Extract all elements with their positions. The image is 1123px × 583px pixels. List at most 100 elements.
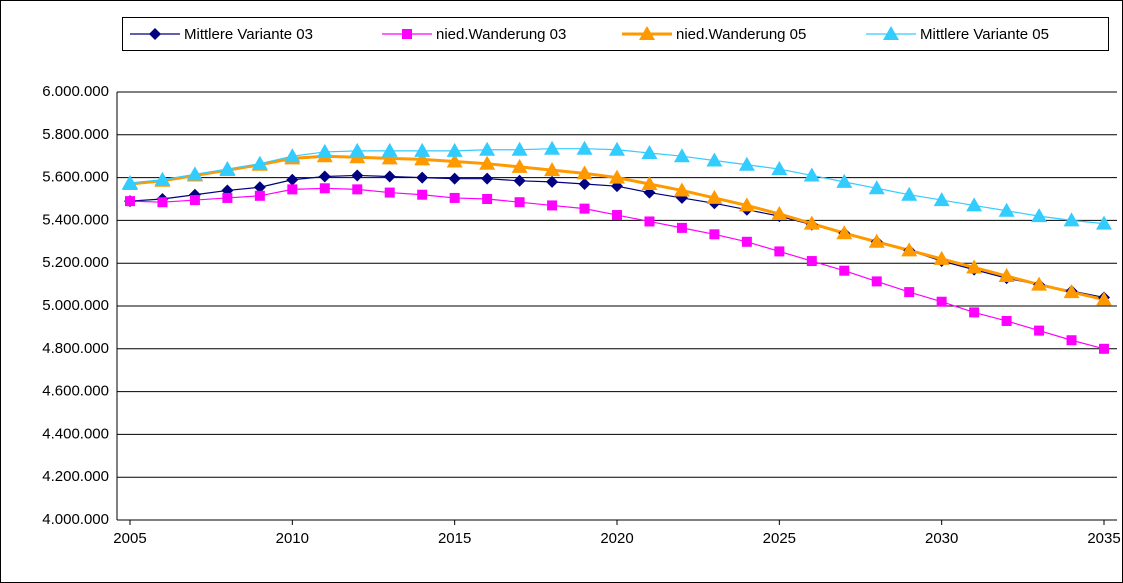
marker	[219, 161, 236, 176]
marker	[446, 153, 463, 168]
marker	[576, 165, 593, 180]
marker	[544, 140, 561, 155]
legend-marker	[402, 29, 412, 39]
marker	[933, 250, 950, 265]
marker	[738, 156, 755, 171]
legend-label: Mittlere Variante 03	[184, 26, 313, 43]
marker	[546, 175, 559, 188]
marker	[479, 155, 496, 170]
x-tick-label: 2015	[438, 530, 471, 547]
y-tick-label: 4.600.000	[42, 383, 109, 400]
y-tick-label: 4.200.000	[42, 468, 109, 485]
marker	[417, 189, 428, 200]
legend-label: Mittlere Variante 05	[920, 26, 1049, 43]
marker	[969, 307, 980, 318]
marker	[706, 152, 723, 167]
marker	[414, 151, 431, 166]
marker	[709, 229, 720, 240]
marker	[349, 142, 366, 157]
marker	[1063, 212, 1080, 227]
x-tick-label: 2020	[600, 530, 633, 547]
marker	[384, 187, 395, 198]
marker	[383, 170, 396, 183]
marker	[706, 189, 723, 204]
marker	[578, 178, 591, 191]
x-tick-label: 2035	[1087, 530, 1120, 547]
marker	[1063, 284, 1080, 299]
y-tick-label: 6.000.000	[42, 83, 109, 100]
marker	[121, 174, 138, 189]
y-tick-label: 4.000.000	[42, 511, 109, 528]
y-tick-label: 5.800.000	[42, 126, 109, 143]
marker	[352, 184, 363, 195]
marker	[641, 144, 658, 159]
marker	[154, 171, 171, 186]
marker	[738, 197, 755, 212]
marker	[514, 197, 525, 208]
marker	[318, 170, 331, 183]
marker	[579, 203, 590, 214]
marker	[966, 197, 983, 212]
marker	[1096, 215, 1113, 230]
marker	[871, 276, 882, 287]
marker	[806, 256, 817, 267]
marker	[157, 197, 168, 208]
marker	[774, 246, 785, 257]
marker	[319, 183, 330, 194]
marker	[124, 196, 135, 207]
legend-marker	[149, 28, 161, 40]
marker	[839, 265, 850, 276]
marker	[287, 184, 298, 195]
marker	[868, 233, 885, 248]
marker	[446, 142, 463, 157]
marker	[936, 296, 947, 307]
y-tick-label: 5.200.000	[42, 254, 109, 271]
marker	[741, 236, 752, 247]
marker	[998, 202, 1015, 217]
marker	[448, 172, 461, 185]
marker	[1031, 208, 1048, 223]
x-tick-label: 2005	[113, 530, 146, 547]
marker	[673, 148, 690, 163]
marker	[513, 174, 526, 187]
marker	[186, 166, 203, 181]
marker	[482, 194, 493, 204]
marker	[253, 181, 266, 194]
x-tick-label: 2010	[276, 530, 309, 547]
y-tick-label: 4.400.000	[42, 425, 109, 442]
marker	[998, 268, 1015, 283]
marker	[1096, 291, 1113, 306]
marker	[381, 150, 398, 165]
marker	[673, 182, 690, 197]
legend-label: nied.Wanderung 03	[436, 26, 566, 43]
marker	[1031, 276, 1048, 291]
marker	[351, 169, 364, 182]
marker	[609, 141, 625, 156]
marker	[544, 162, 561, 177]
marker	[644, 216, 655, 227]
marker	[316, 143, 333, 158]
marker	[254, 190, 265, 201]
x-tick-label: 2030	[925, 530, 958, 547]
marker	[251, 155, 268, 170]
marker	[189, 195, 200, 206]
marker	[479, 141, 496, 156]
y-tick-label: 5.600.000	[42, 169, 109, 186]
marker	[803, 215, 820, 230]
marker	[904, 287, 915, 298]
marker	[511, 141, 528, 156]
marker	[222, 192, 233, 203]
legend-marker	[639, 26, 655, 40]
marker	[771, 205, 788, 220]
marker	[836, 173, 853, 188]
marker	[511, 158, 528, 173]
marker	[286, 173, 299, 186]
y-tick-label: 5.400.000	[42, 211, 109, 228]
legend-marker	[883, 26, 899, 40]
marker	[612, 210, 622, 221]
marker	[449, 192, 460, 203]
marker	[803, 167, 820, 182]
legend-label: nied.Wanderung 05	[676, 26, 806, 43]
marker	[1001, 315, 1012, 326]
